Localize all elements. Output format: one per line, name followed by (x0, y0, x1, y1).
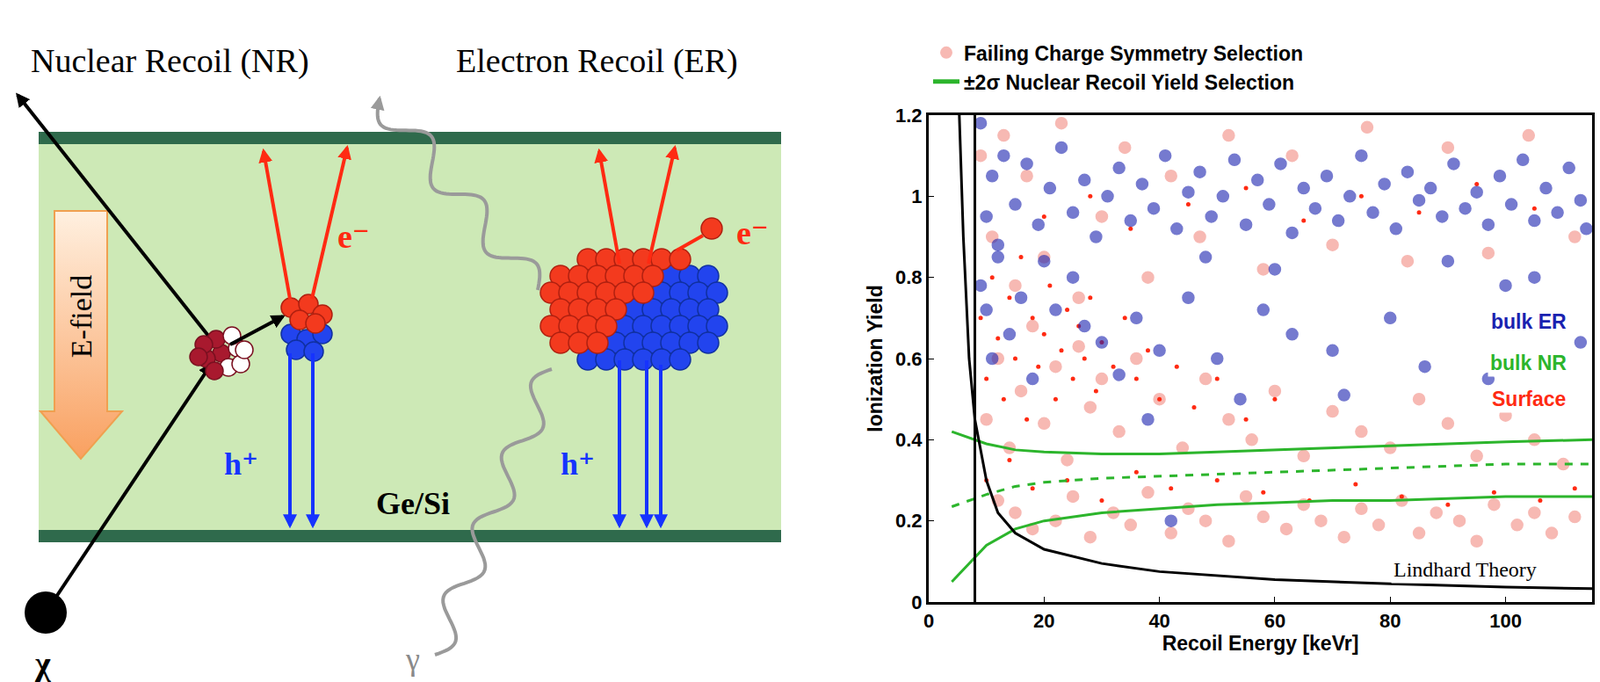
svg-text:80: 80 (1379, 609, 1401, 632)
svg-text:bulk NR: bulk NR (1490, 351, 1567, 375)
svg-text:100: 100 (1489, 609, 1522, 632)
svg-text:0: 0 (923, 609, 934, 632)
svg-text:40: 40 (1148, 609, 1170, 632)
svg-text:Surface: Surface (1491, 387, 1566, 411)
svg-text:Ge/Si: Ge/Si (376, 485, 450, 522)
svg-text:Lindhard Theory: Lindhard Theory (1393, 557, 1537, 581)
svg-text:60: 60 (1264, 609, 1286, 632)
svg-text:0.4: 0.4 (895, 428, 923, 451)
svg-text:γ: γ (405, 641, 420, 677)
svg-text:Failing Charge Symmetry Select: Failing Charge Symmetry Selection (963, 42, 1304, 66)
svg-text:0.6: 0.6 (895, 347, 923, 370)
svg-text:Electron Recoil (ER): Electron Recoil (ER) (456, 42, 739, 80)
svg-text:e⁻: e⁻ (736, 214, 769, 252)
svg-text:1.2: 1.2 (895, 104, 923, 127)
svg-text:χ: χ (34, 644, 51, 682)
svg-text:0: 0 (911, 591, 922, 614)
svg-text:1: 1 (911, 185, 922, 208)
svg-text:bulk ER: bulk ER (1491, 310, 1567, 334)
svg-text:Ionization Yield: Ionization Yield (863, 284, 887, 432)
svg-text:e⁻: e⁻ (337, 217, 370, 255)
svg-text:±2σ Nuclear Recoil Yield Selec: ±2σ Nuclear Recoil Yield Selection (963, 71, 1295, 95)
svg-text:h⁺: h⁺ (224, 446, 259, 482)
svg-text:h⁺: h⁺ (560, 446, 595, 482)
svg-text:Nuclear Recoil (NR): Nuclear Recoil (NR) (30, 42, 310, 80)
svg-text:0.8: 0.8 (895, 266, 923, 289)
svg-text:Recoil Energy [keVr]: Recoil Energy [keVr] (1162, 631, 1360, 655)
svg-text:0.2: 0.2 (895, 509, 923, 532)
svg-text:E-field: E-field (65, 275, 98, 358)
svg-text:20: 20 (1033, 609, 1055, 632)
